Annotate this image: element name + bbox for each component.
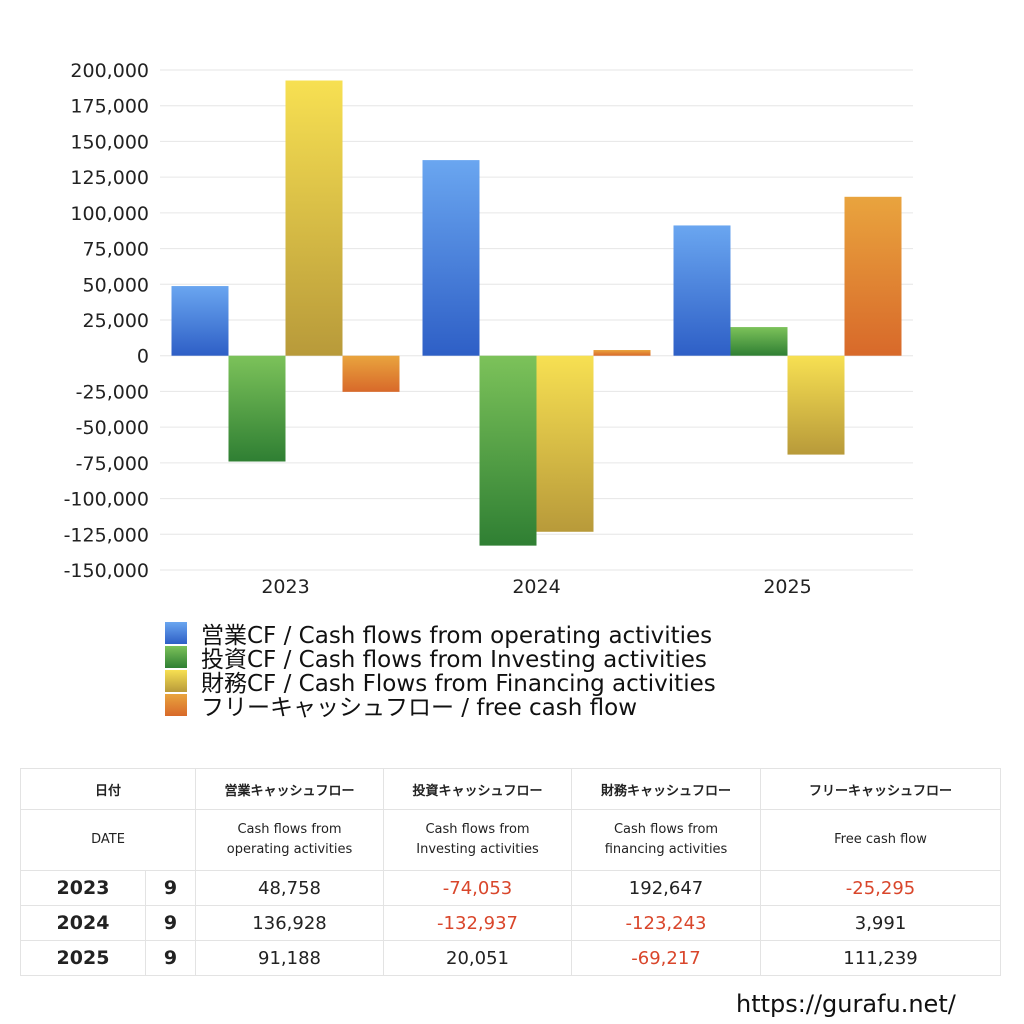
cell-free-cash-flow: -25,295 — [760, 870, 1002, 906]
y-tick-label: 100,000 — [70, 203, 149, 225]
cell-investing: -132,937 — [383, 905, 573, 941]
header-financing-en: Cash flows from financing activities — [571, 809, 762, 871]
bars — [171, 80, 902, 546]
row-month: 9 — [144, 905, 197, 941]
header-financing-ja: 財務キャッシュフロー — [571, 768, 762, 810]
bar-financing — [285, 80, 343, 356]
bar-free-cash-flow — [593, 350, 651, 356]
row-month: 9 — [144, 940, 197, 976]
x-tick-label: 2024 — [512, 576, 560, 598]
bar-financing — [536, 355, 594, 532]
header-operating-ja: 営業キャッシュフロー — [195, 768, 385, 810]
cell-operating: 136,928 — [195, 905, 385, 941]
legend-label-operating: 営業CF / Cash flows from operating activit… — [201, 623, 713, 649]
bar-free-cash-flow — [342, 355, 400, 392]
y-tick-label: -125,000 — [64, 524, 149, 546]
cell-financing: -69,217 — [571, 940, 762, 976]
legend-item-investing: 投資CF / Cash flows from Investing activit… — [165, 645, 716, 673]
y-tick-label: -25,000 — [76, 381, 149, 403]
table-row: 2023 9 48,758 -74,053 192,647 -25,295 — [20, 870, 1002, 906]
legend-item-financing: 財務CF / Cash Flows from Financing activit… — [165, 669, 716, 697]
row-year: 2023 — [20, 870, 146, 906]
header-operating-en: Cash flows from operating activities — [195, 809, 385, 871]
cell-investing: -74,053 — [383, 870, 573, 906]
site-url[interactable]: https://gurafu.net/ — [736, 990, 956, 1018]
cash-flow-table: 日付 営業キャッシュフロー 投資キャッシュフロー 財務キャッシュフロー フリーキ… — [19, 768, 1002, 976]
bar-investing — [228, 355, 286, 462]
y-axis-tick-labels: 200,000 175,000 150,000 125,000 100,000 75,00… — [64, 60, 149, 582]
cell-financing: 192,647 — [571, 870, 762, 906]
y-tick-label: 0 — [137, 346, 149, 368]
header-date-ja: 日付 — [19, 768, 197, 810]
x-tick-label: 2025 — [763, 576, 811, 598]
header-investing-ja: 投資キャッシュフロー — [383, 768, 573, 810]
bar-investing — [479, 355, 537, 546]
bar-investing — [730, 327, 788, 356]
legend-item-free-cash-flow: フリーキャッシュフロー / free cash flow — [165, 693, 716, 721]
y-tick-label: 200,000 — [70, 60, 149, 82]
table-row: 2025 9 91,188 20,051 -69,217 111,239 — [20, 940, 1002, 976]
cell-free-cash-flow: 111,239 — [760, 940, 1002, 976]
y-tick-label: 75,000 — [83, 239, 149, 261]
bar-free-cash-flow — [844, 196, 902, 356]
cell-investing: 20,051 — [383, 940, 573, 976]
bar-operating — [422, 160, 480, 356]
x-tick-label: 2023 — [261, 576, 309, 598]
legend-swatch-operating — [165, 622, 187, 644]
legend-label-investing: 投資CF / Cash flows from Investing activit… — [201, 647, 707, 673]
cash-flow-bar-chart: 200,000 175,000 150,000 125,000 100,000 75,00… — [64, 60, 913, 598]
header-free-cash-flow-ja: フリーキャッシュフロー — [760, 768, 1002, 810]
x-axis-tick-labels: 2023 2024 2025 — [261, 576, 811, 598]
legend-label-financing: 財務CF / Cash Flows from Financing activit… — [201, 671, 716, 697]
y-tick-label: 175,000 — [70, 96, 149, 118]
y-tick-label: 50,000 — [83, 274, 149, 296]
legend-item-operating: 営業CF / Cash flows from operating activit… — [165, 621, 716, 649]
y-tick-label: -100,000 — [64, 489, 149, 511]
bar-operating — [171, 286, 229, 356]
row-year: 2024 — [20, 905, 146, 941]
cell-operating: 48,758 — [195, 870, 385, 906]
table-row: 2024 9 136,928 -132,937 -123,243 3,991 — [20, 905, 1002, 941]
header-date-en: DATE — [19, 809, 197, 871]
bar-financing — [787, 355, 845, 455]
y-tick-label: 125,000 — [70, 167, 149, 189]
header-free-cash-flow-en: Free cash flow — [760, 809, 1002, 871]
row-year: 2025 — [20, 940, 146, 976]
bar-operating — [673, 225, 731, 356]
y-tick-label: -50,000 — [76, 417, 149, 439]
legend: 営業CF / Cash flows from operating activit… — [165, 621, 716, 721]
legend-label-free-cash-flow: フリーキャッシュフロー / free cash flow — [201, 695, 638, 721]
legend-swatch-free-cash-flow — [165, 694, 187, 716]
y-tick-label: 150,000 — [70, 131, 149, 153]
y-tick-label: 25,000 — [83, 310, 149, 332]
cell-free-cash-flow: 3,991 — [760, 905, 1002, 941]
table-header-ja: 日付 営業キャッシュフロー 投資キャッシュフロー 財務キャッシュフロー フリーキ… — [19, 768, 1002, 810]
legend-swatch-investing — [165, 646, 187, 668]
legend-swatch-financing — [165, 670, 187, 692]
row-month: 9 — [144, 870, 197, 906]
cell-financing: -123,243 — [571, 905, 762, 941]
cell-operating: 91,188 — [195, 940, 385, 976]
y-tick-label: -150,000 — [64, 560, 149, 582]
table-header-en: DATE Cash flows from operating activities… — [19, 809, 1002, 871]
header-investing-en: Cash flows from Investing activities — [383, 809, 573, 871]
y-tick-label: -75,000 — [76, 453, 149, 475]
